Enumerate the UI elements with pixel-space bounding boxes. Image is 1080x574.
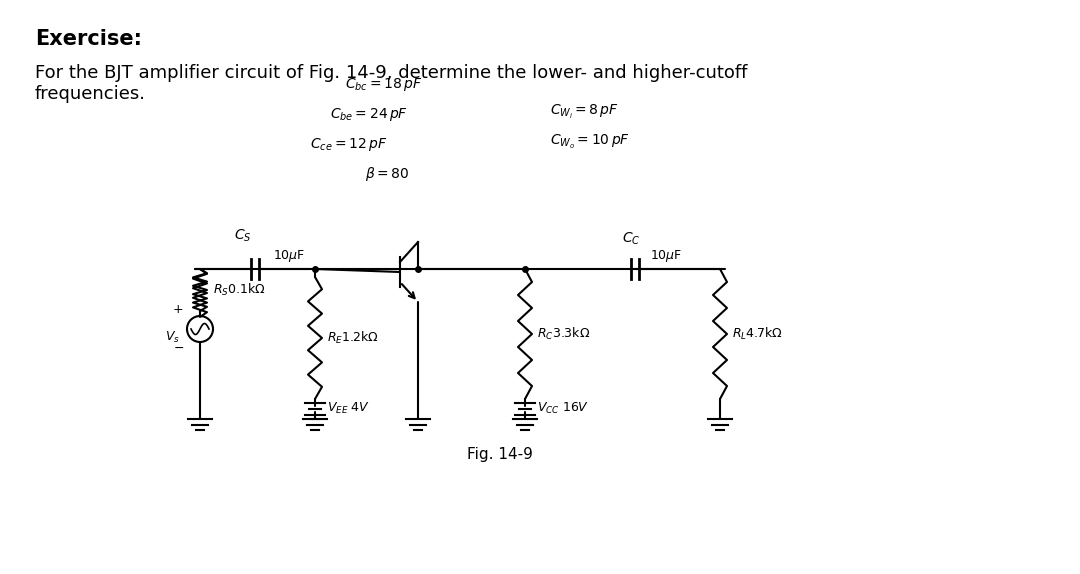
Text: $R_S\!\!$ 0.1k$\Omega$: $R_S\!\!$ 0.1k$\Omega$: [213, 282, 266, 298]
Text: Exercise:: Exercise:: [35, 29, 141, 49]
Text: $C_{W_o} = 10\,pF$: $C_{W_o} = 10\,pF$: [550, 133, 630, 151]
Text: $-$: $-$: [173, 340, 184, 354]
Text: $R_E\!\!$ 1.2k$\Omega$: $R_E\!\!$ 1.2k$\Omega$: [327, 330, 379, 346]
Text: $C_{be} = 24\,pF$: $C_{be} = 24\,pF$: [330, 106, 408, 122]
Text: $C_{ce} = 12\,pF$: $C_{ce} = 12\,pF$: [310, 135, 388, 153]
Text: 10$\mu$F: 10$\mu$F: [650, 248, 683, 264]
Text: $V_s$: $V_s$: [165, 329, 180, 344]
Text: $V_{EE}$ 4$V$: $V_{EE}$ 4$V$: [327, 401, 370, 416]
Text: $C_{bc} = 18\,pF$: $C_{bc} = 18\,pF$: [345, 76, 422, 92]
Text: $R_L\!\!$ 4.7k$\Omega$: $R_L\!\!$ 4.7k$\Omega$: [732, 326, 783, 342]
Text: 10$\mu$F: 10$\mu$F: [273, 248, 306, 264]
Text: $V_{CC}$ 16$V$: $V_{CC}$ 16$V$: [537, 401, 590, 416]
Text: $\beta = 80$: $\beta = 80$: [365, 165, 409, 183]
Text: $C_{W_i} = 8\,pF$: $C_{W_i} = 8\,pF$: [550, 103, 619, 121]
Text: +: +: [173, 302, 184, 316]
Text: Fig. 14-9: Fig. 14-9: [467, 447, 532, 461]
Text: For the BJT amplifier circuit of Fig. 14-9, determine the lower- and higher-cuto: For the BJT amplifier circuit of Fig. 14…: [35, 64, 747, 103]
Text: $C_S$: $C_S$: [234, 228, 252, 244]
Text: $C_C$: $C_C$: [622, 231, 640, 247]
Text: $R_C\!\!$ 3.3k$\Omega$: $R_C\!\!$ 3.3k$\Omega$: [537, 326, 591, 342]
